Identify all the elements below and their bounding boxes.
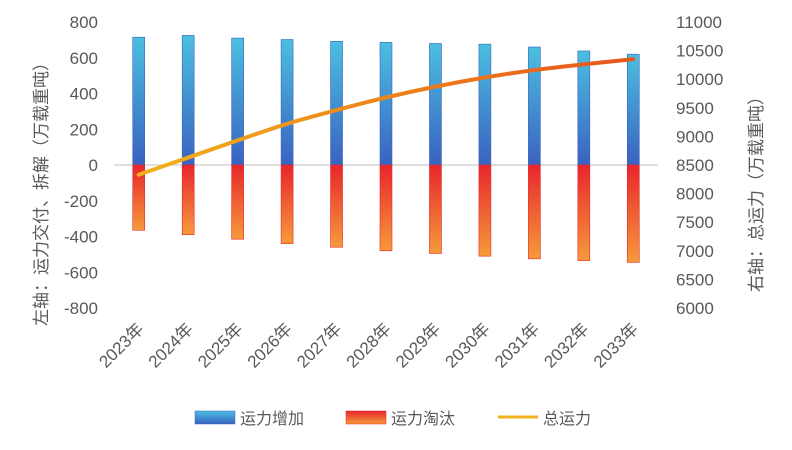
total-capacity-path	[136, 57, 636, 177]
left-tick-label: 400	[70, 85, 98, 104]
left-tick-label: -400	[64, 228, 98, 247]
bar-decrease	[231, 164, 244, 240]
bar-increase	[330, 41, 343, 166]
category-label: 2030年	[442, 319, 494, 371]
legend-label-total: 总运力	[543, 409, 591, 428]
bar-increase	[577, 50, 591, 166]
category-label: 2025年	[194, 319, 246, 371]
legend-item-decrease: 运力淘汰	[345, 409, 455, 428]
right-tick-label: 11000	[676, 13, 722, 32]
category-label: 2026年	[244, 319, 296, 371]
bar-increase	[626, 53, 640, 166]
category-label: 2028年	[343, 319, 395, 371]
bar-decrease	[478, 164, 492, 257]
category-label: 2032年	[540, 319, 592, 371]
legend-item-total: 总运力	[498, 409, 591, 428]
bar-increase	[379, 42, 393, 166]
bar-decrease	[429, 164, 442, 254]
category-label: 2024年	[145, 319, 197, 371]
bar-increase	[478, 43, 492, 166]
right-tick-label: 10000	[676, 70, 723, 89]
left-tick-label: 0	[89, 156, 98, 175]
tick-labels: 800 600 400 200 0 -200 -400 -600 -800 11000 10500 1…	[64, 13, 723, 372]
bar-increase	[528, 46, 541, 166]
category-label: 2031年	[491, 319, 543, 371]
left-tick-label: -200	[64, 192, 98, 211]
right-tick-label: 9000	[676, 127, 714, 146]
bar-decrease	[181, 164, 195, 236]
right-tick-label: 9500	[676, 99, 714, 118]
bar-increase	[132, 36, 146, 166]
bars	[132, 35, 640, 263]
total-capacity-line	[136, 57, 636, 177]
right-tick-label: 6000	[676, 299, 714, 318]
right-tick-label: 8000	[676, 185, 714, 204]
bar-decrease	[626, 164, 640, 263]
left-tick-label: 600	[70, 49, 98, 68]
legend-swatch-increase	[194, 410, 236, 425]
left-tick-label: 800	[70, 13, 98, 32]
bar-decrease	[132, 164, 146, 231]
legend: 运力增加 运力淘汰 总运力	[194, 409, 591, 428]
left-tick-label: -800	[64, 299, 98, 318]
bar-increase	[429, 43, 442, 166]
bar-decrease	[577, 164, 591, 261]
right-tick-label: 8500	[676, 156, 714, 175]
right-axis-title: 右轴：总运力（万载重吨）	[747, 88, 767, 292]
category-label: 2023年	[95, 319, 147, 371]
bar-increase	[280, 39, 294, 166]
category-label: 2027年	[293, 319, 345, 371]
bar-decrease	[330, 164, 343, 248]
bar-decrease	[379, 164, 393, 252]
bar-decrease	[280, 164, 294, 244]
left-tick-label: 200	[70, 120, 98, 139]
right-tick-label: 7000	[676, 242, 714, 261]
right-tick-label: 6500	[676, 270, 714, 289]
left-axis-title: 左轴：运力交付、拆解（万载重吨）	[32, 54, 52, 326]
right-tick-label: 10500	[676, 42, 723, 61]
legend-label-decrease: 运力淘汰	[391, 409, 455, 428]
legend-swatch-decrease	[345, 410, 387, 425]
legend-item-increase: 运力增加	[194, 409, 304, 428]
category-label: 2029年	[392, 319, 444, 371]
legend-label-increase: 运力增加	[240, 409, 304, 428]
bar-increase	[181, 35, 195, 166]
left-tick-label: -600	[64, 263, 98, 282]
bar-decrease	[528, 164, 541, 260]
bar-increase	[231, 37, 244, 166]
right-tick-label: 7500	[676, 213, 714, 232]
category-label: 2033年	[590, 319, 642, 371]
